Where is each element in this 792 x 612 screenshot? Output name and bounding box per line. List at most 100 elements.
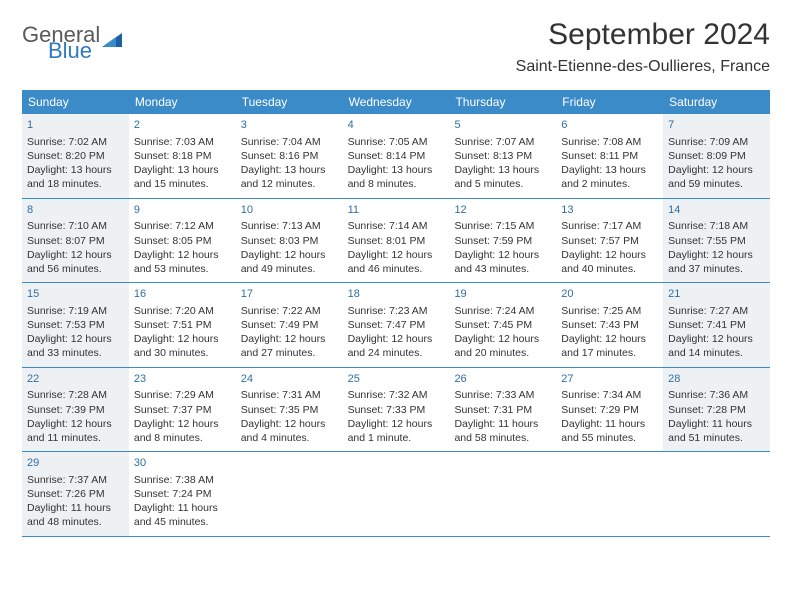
sunrise-text: Sunrise: 7:22 AM xyxy=(241,304,338,318)
daylight-text: Daylight: 11 hours and 55 minutes. xyxy=(561,417,658,445)
sunrise-text: Sunrise: 7:18 AM xyxy=(668,219,765,233)
sunset-text: Sunset: 7:53 PM xyxy=(27,318,124,332)
day-number: 30 xyxy=(134,456,231,471)
day-number: 10 xyxy=(241,203,338,218)
daylight-text: Daylight: 12 hours and 33 minutes. xyxy=(27,332,124,360)
daylight-text: Daylight: 11 hours and 48 minutes. xyxy=(27,501,124,529)
daylight-text: Daylight: 13 hours and 5 minutes. xyxy=(454,163,551,191)
daylight-text: Daylight: 12 hours and 17 minutes. xyxy=(561,332,658,360)
daylight-text: Daylight: 12 hours and 40 minutes. xyxy=(561,248,658,276)
logo-text: General Blue xyxy=(22,24,100,62)
sunrise-text: Sunrise: 7:36 AM xyxy=(668,388,765,402)
sunset-text: Sunset: 8:14 PM xyxy=(348,149,445,163)
weekday-header-row: SundayMondayTuesdayWednesdayThursdayFrid… xyxy=(22,90,770,114)
calendar-cell: 3Sunrise: 7:04 AMSunset: 8:16 PMDaylight… xyxy=(236,114,343,198)
calendar-week: 8Sunrise: 7:10 AMSunset: 8:07 PMDaylight… xyxy=(22,199,770,284)
calendar-cell: 26Sunrise: 7:33 AMSunset: 7:31 PMDayligh… xyxy=(449,368,556,452)
sunset-text: Sunset: 8:07 PM xyxy=(27,234,124,248)
calendar-week: 29Sunrise: 7:37 AMSunset: 7:26 PMDayligh… xyxy=(22,452,770,537)
calendar-cell: 15Sunrise: 7:19 AMSunset: 7:53 PMDayligh… xyxy=(22,283,129,367)
day-number: 17 xyxy=(241,287,338,302)
weekday-header: Friday xyxy=(556,90,663,114)
calendar-cell: 13Sunrise: 7:17 AMSunset: 7:57 PMDayligh… xyxy=(556,199,663,283)
calendar-cell: 18Sunrise: 7:23 AMSunset: 7:47 PMDayligh… xyxy=(343,283,450,367)
calendar: SundayMondayTuesdayWednesdayThursdayFrid… xyxy=(22,90,770,537)
day-number: 7 xyxy=(668,118,765,133)
calendar-cell-empty xyxy=(663,452,770,536)
sunrise-text: Sunrise: 7:28 AM xyxy=(27,388,124,402)
calendar-cell: 12Sunrise: 7:15 AMSunset: 7:59 PMDayligh… xyxy=(449,199,556,283)
calendar-cell: 27Sunrise: 7:34 AMSunset: 7:29 PMDayligh… xyxy=(556,368,663,452)
daylight-text: Daylight: 12 hours and 56 minutes. xyxy=(27,248,124,276)
day-number: 26 xyxy=(454,372,551,387)
sunrise-text: Sunrise: 7:38 AM xyxy=(134,473,231,487)
day-number: 11 xyxy=(348,203,445,218)
sunset-text: Sunset: 7:55 PM xyxy=(668,234,765,248)
day-number: 29 xyxy=(27,456,124,471)
weekday-header: Sunday xyxy=(22,90,129,114)
sunset-text: Sunset: 7:35 PM xyxy=(241,403,338,417)
calendar-cell: 24Sunrise: 7:31 AMSunset: 7:35 PMDayligh… xyxy=(236,368,343,452)
sunrise-text: Sunrise: 7:08 AM xyxy=(561,135,658,149)
daylight-text: Daylight: 11 hours and 51 minutes. xyxy=(668,417,765,445)
daylight-text: Daylight: 12 hours and 11 minutes. xyxy=(27,417,124,445)
calendar-cell: 6Sunrise: 7:08 AMSunset: 8:11 PMDaylight… xyxy=(556,114,663,198)
day-number: 13 xyxy=(561,203,658,218)
calendar-cell: 8Sunrise: 7:10 AMSunset: 8:07 PMDaylight… xyxy=(22,199,129,283)
day-number: 16 xyxy=(134,287,231,302)
sunset-text: Sunset: 8:20 PM xyxy=(27,149,124,163)
daylight-text: Daylight: 12 hours and 20 minutes. xyxy=(454,332,551,360)
sunset-text: Sunset: 7:37 PM xyxy=(134,403,231,417)
daylight-text: Daylight: 12 hours and 4 minutes. xyxy=(241,417,338,445)
sunset-text: Sunset: 7:28 PM xyxy=(668,403,765,417)
calendar-cell: 4Sunrise: 7:05 AMSunset: 8:14 PMDaylight… xyxy=(343,114,450,198)
sunrise-text: Sunrise: 7:05 AM xyxy=(348,135,445,149)
calendar-cell: 11Sunrise: 7:14 AMSunset: 8:01 PMDayligh… xyxy=(343,199,450,283)
sunrise-text: Sunrise: 7:17 AM xyxy=(561,219,658,233)
sunrise-text: Sunrise: 7:12 AM xyxy=(134,219,231,233)
calendar-cell: 28Sunrise: 7:36 AMSunset: 7:28 PMDayligh… xyxy=(663,368,770,452)
calendar-cell-empty xyxy=(449,452,556,536)
sunset-text: Sunset: 8:03 PM xyxy=(241,234,338,248)
sunrise-text: Sunrise: 7:10 AM xyxy=(27,219,124,233)
daylight-text: Daylight: 13 hours and 2 minutes. xyxy=(561,163,658,191)
calendar-cell: 2Sunrise: 7:03 AMSunset: 8:18 PMDaylight… xyxy=(129,114,236,198)
sunset-text: Sunset: 8:11 PM xyxy=(561,149,658,163)
day-number: 1 xyxy=(27,118,124,133)
daylight-text: Daylight: 12 hours and 1 minute. xyxy=(348,417,445,445)
daylight-text: Daylight: 11 hours and 45 minutes. xyxy=(134,501,231,529)
calendar-cell: 30 Sunrise: 7:38 AMSunset: 7:24 PMDayligh… xyxy=(129,452,236,536)
sunset-text: Sunset: 8:16 PM xyxy=(241,149,338,163)
sunrise-text: Sunrise: 7:07 AM xyxy=(454,135,551,149)
sunrise-text: Sunrise: 7:32 AM xyxy=(348,388,445,402)
sunset-text: Sunset: 8:09 PM xyxy=(668,149,765,163)
weekday-header: Thursday xyxy=(449,90,556,114)
daylight-text: Daylight: 13 hours and 18 minutes. xyxy=(27,163,124,191)
sunrise-text: Sunrise: 7:25 AM xyxy=(561,304,658,318)
daylight-text: Daylight: 12 hours and 14 minutes. xyxy=(668,332,765,360)
calendar-cell: 20Sunrise: 7:25 AMSunset: 7:43 PMDayligh… xyxy=(556,283,663,367)
sunrise-text: Sunrise: 7:31 AM xyxy=(241,388,338,402)
sunset-text: Sunset: 7:39 PM xyxy=(27,403,124,417)
sunset-text: Sunset: 7:59 PM xyxy=(454,234,551,248)
sunrise-text: Sunrise: 7:33 AM xyxy=(454,388,551,402)
logo: General Blue xyxy=(22,18,122,62)
calendar-cell: 23Sunrise: 7:29 AMSunset: 7:37 PMDayligh… xyxy=(129,368,236,452)
day-number: 5 xyxy=(454,118,551,133)
sunset-text: Sunset: 7:24 PM xyxy=(134,487,231,501)
sunset-text: Sunset: 7:45 PM xyxy=(454,318,551,332)
sunrise-text: Sunrise: 7:37 AM xyxy=(27,473,124,487)
page-header: General Blue September 2024 Saint-Etienn… xyxy=(22,18,770,76)
calendar-cell: 29Sunrise: 7:37 AMSunset: 7:26 PMDayligh… xyxy=(22,452,129,536)
day-number: 24 xyxy=(241,372,338,387)
day-number: 9 xyxy=(134,203,231,218)
sunrise-text: Sunrise: 7:03 AM xyxy=(134,135,231,149)
calendar-week: 1Sunrise: 7:02 AMSunset: 8:20 PMDaylight… xyxy=(22,114,770,199)
sunset-text: Sunset: 7:41 PM xyxy=(668,318,765,332)
calendar-cell-empty xyxy=(556,452,663,536)
daylight-text: Daylight: 13 hours and 15 minutes. xyxy=(134,163,231,191)
day-number: 3 xyxy=(241,118,338,133)
calendar-cell: 14Sunrise: 7:18 AMSunset: 7:55 PMDayligh… xyxy=(663,199,770,283)
sunrise-text: Sunrise: 7:09 AM xyxy=(668,135,765,149)
sunset-text: Sunset: 7:31 PM xyxy=(454,403,551,417)
